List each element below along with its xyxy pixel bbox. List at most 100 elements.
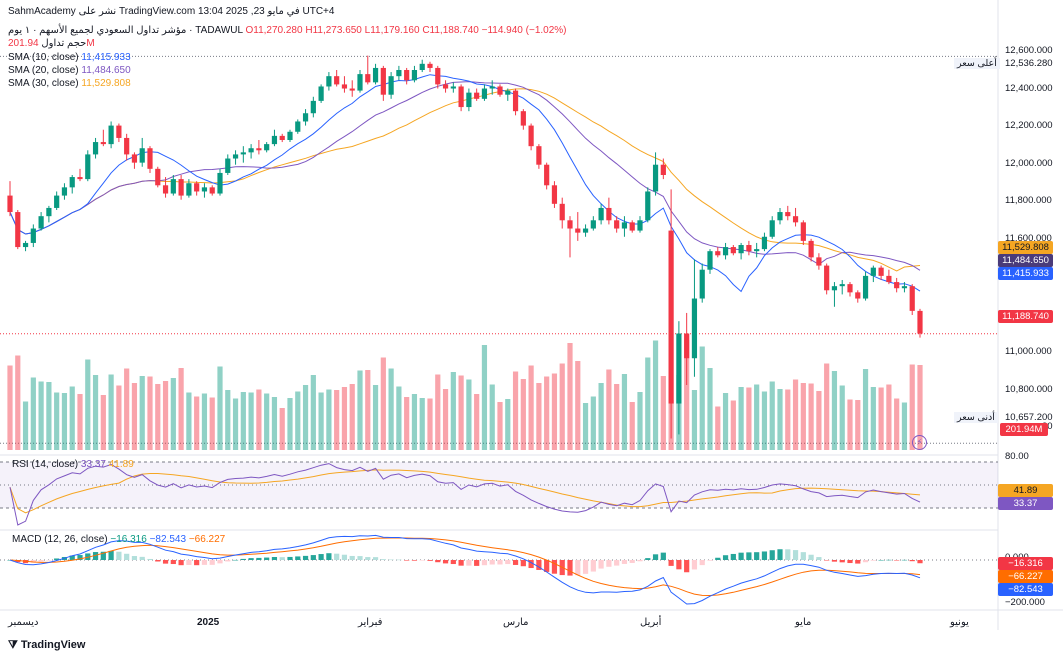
macd-histogram-bar	[458, 560, 464, 566]
volume-bar	[302, 385, 309, 450]
volume-bar	[582, 403, 589, 450]
price-tick: 11,600.000	[1005, 233, 1052, 244]
volume-bar	[847, 399, 853, 450]
macd-histogram-bar	[606, 560, 612, 567]
volume-bar	[170, 378, 176, 450]
candle-body	[209, 187, 215, 194]
macd-histogram-bar	[186, 560, 192, 565]
high-value: H11,273.650	[305, 25, 362, 36]
volume-bar	[380, 357, 386, 450]
volume-bar	[645, 357, 651, 450]
volume-bar	[606, 369, 612, 450]
macd-histogram-bar	[831, 560, 838, 562]
price-tick: 12,400.000	[1005, 83, 1053, 94]
candle-body	[699, 269, 705, 299]
candle-body	[326, 76, 332, 87]
macd-legend-v3: −66.227	[188, 534, 226, 545]
macd-histogram-bar	[357, 556, 363, 560]
candle-body	[365, 74, 371, 83]
volume-bar	[870, 387, 876, 450]
macd-histogram-bar	[240, 558, 246, 560]
macd-histogram-bar	[264, 557, 270, 560]
volume-bar	[754, 384, 760, 450]
macd-histogram-bar	[178, 560, 184, 566]
sma20-price-tag: 11,484.650	[998, 254, 1053, 267]
volume-bar	[232, 398, 239, 450]
macd-histogram-bar	[777, 549, 783, 560]
candle-body	[155, 168, 161, 186]
volume-bar	[30, 377, 36, 450]
macd-histogram-bar	[162, 560, 169, 564]
volume-bar	[559, 363, 565, 450]
macd-histogram-bar	[116, 551, 122, 560]
candle-body	[652, 164, 659, 192]
macd-histogram-bar	[575, 560, 581, 576]
volume-bar	[831, 371, 838, 450]
candle-body	[372, 67, 379, 83]
macd-histogram-bar	[684, 560, 690, 573]
volume-bar	[769, 381, 775, 450]
macd-legend[interactable]: MACD (12, 26, close) −16.316 −82.543 −66…	[12, 534, 225, 545]
macd-histogram-bar	[754, 552, 760, 560]
candle-body	[178, 179, 184, 196]
candle-body	[61, 187, 68, 196]
sma10-legend[interactable]: SMA (10, close) 11,415.933	[8, 52, 131, 63]
macd-histogram-bar	[699, 560, 705, 566]
rsi-legend-label: RSI (14, close)	[12, 459, 79, 470]
candle-body	[295, 121, 301, 132]
candle-body	[886, 275, 892, 283]
rsi-tag: 33.37	[998, 497, 1053, 510]
macd-histogram-bar	[715, 557, 721, 560]
volume-bar	[629, 402, 635, 450]
candle-body	[894, 282, 900, 289]
candle-body	[147, 148, 153, 169]
volume-bar	[419, 398, 425, 450]
macd-histogram-bar	[621, 560, 628, 564]
candle-body	[824, 265, 830, 291]
volume-bar	[816, 391, 822, 450]
volume-bar	[808, 383, 814, 450]
macd-histogram-bar	[785, 549, 791, 560]
macd-histogram-bar	[544, 560, 550, 572]
tradingview-logo[interactable]: ⧩ TradingView	[8, 639, 85, 652]
candle-body	[217, 172, 223, 194]
candle-body	[489, 86, 495, 89]
volume-bar	[862, 369, 869, 450]
macd-histogram-bar	[668, 560, 674, 566]
volume-bar	[800, 383, 806, 450]
sma30-legend[interactable]: SMA (30, close) 11,529.808	[8, 78, 131, 89]
volume-bar	[621, 374, 628, 450]
lightning-icon[interactable]: ⚡	[912, 435, 927, 450]
macd-legend-v1: −16.316	[110, 534, 147, 545]
macd-histogram-bar	[217, 560, 223, 564]
price-tick: 12,200.000	[1005, 120, 1053, 131]
macd-histogram-bar	[707, 560, 713, 561]
sma20-legend[interactable]: SMA (20, close) 11,484.650	[8, 65, 131, 76]
volume-legend-label[interactable]: حجم تداول	[41, 38, 87, 49]
candle-body	[559, 203, 565, 221]
volume-bar	[124, 368, 130, 450]
candle-body	[536, 146, 542, 165]
macd-histogram-bar	[878, 559, 884, 561]
volume-bar	[372, 385, 379, 450]
volume-bar	[256, 389, 262, 450]
rsi-line	[9, 463, 921, 526]
candle-body	[707, 251, 713, 270]
candle-body	[481, 88, 488, 99]
candle-body	[800, 222, 806, 241]
symbol-name[interactable]: مؤشر تداول السعودي لجميع الأسهم · ١ يوم …	[8, 25, 243, 36]
candle-body	[85, 154, 91, 180]
volume-legend-value: 201.94M	[8, 38, 95, 49]
candle-body	[684, 333, 690, 359]
candle-body	[341, 84, 348, 89]
candle-body	[497, 86, 503, 95]
macd-histogram-bar	[404, 560, 410, 561]
volume-bar	[652, 340, 659, 450]
macd-histogram-bar	[100, 551, 106, 560]
volume-bar	[38, 381, 44, 450]
rsi-legend[interactable]: RSI (14, close) 33.37 41.89	[12, 459, 134, 470]
candle-body	[676, 333, 682, 404]
macd-histogram-bar	[512, 560, 519, 565]
macd-histogram-bar	[520, 560, 526, 567]
macd-histogram-bar	[15, 560, 21, 563]
